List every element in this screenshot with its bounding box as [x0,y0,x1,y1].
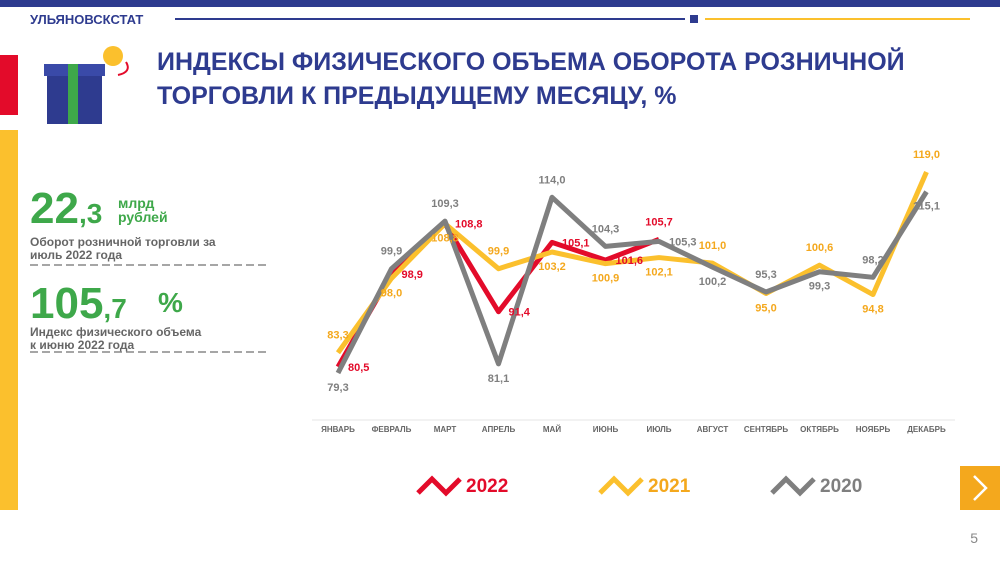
header-square [690,15,698,23]
data-label: 91,4 [509,307,531,319]
x-tick-label: ИЮНЬ [593,425,619,434]
data-label: 80,5 [348,362,369,374]
stat-caption: июль 2022 года [30,248,122,262]
data-label: 114,0 [539,174,566,186]
x-tick-label: МАРТ [434,425,457,434]
x-tick-label: ФЕВРАЛЬ [372,425,412,434]
data-label: 81,1 [488,373,509,385]
stat-unit: млрд [118,195,154,211]
x-tick-label: СЕНТЯБРЬ [744,425,789,434]
x-tick-label: АПРЕЛЬ [482,425,516,434]
x-tick-label: НОЯБРЬ [856,425,891,434]
top-bar [0,0,1000,7]
series-line [335,170,929,355]
data-label: 99,9 [488,246,509,258]
data-label: 98,9 [402,269,423,281]
data-label: 94,8 [862,304,883,316]
stat-caption: Индекс физического объема [30,325,202,339]
data-label: 104,3 [592,223,620,235]
data-label: 101,0 [699,240,727,252]
x-tick-label: МАЙ [543,425,561,434]
stat-caption: Оборот розничной торговли за [30,235,216,249]
legend-label: 2021 [648,476,691,497]
data-label: 100,2 [699,276,727,288]
yellow-accent [0,130,18,510]
x-tick-label: ДЕКАБРЬ [907,425,946,434]
legend-swatch [416,475,462,497]
data-label: 100,6 [806,242,834,254]
data-label: 108,8 [431,233,459,245]
data-label: 99,9 [381,246,402,258]
data-label: 103,2 [538,261,566,273]
data-label: 119,0 [913,149,940,161]
data-label: 115,1 [913,201,940,213]
legend-label: 2020 [820,476,862,497]
data-label: 95,0 [755,303,776,315]
legend-swatch [598,475,644,497]
stat-main: 105 [30,279,103,328]
stat-value: 105,7 [30,279,127,328]
data-label: 83,3 [327,330,348,342]
stat-unit: % [158,287,183,318]
data-label: 98,2 [862,254,883,266]
gift-icon [44,46,129,124]
org-name: УЛЬЯНОВСКСТАТ [30,12,143,27]
data-label: 101,6 [616,255,644,267]
stat-main: 22 [30,184,79,233]
stat-caption: к июню 2022 года [30,338,134,352]
x-tick-label: ЯНВАРЬ [321,425,355,434]
plot: ЯНВАРЬ ФЕВРАЛЬ МАРТ АПРЕЛЬ МАЙ ИЮНЬ ИЮЛЬ АВГУСТ… [321,149,946,434]
stat-value: 22,3 [30,184,102,233]
page-number: 5 [970,530,978,546]
title-line: ТОРГОВЛИ К ПРЕДЫДУЩЕМУ МЕСЯЦУ, % [157,82,677,110]
data-label: 99,3 [809,281,830,293]
stat-frac: ,3 [79,198,102,229]
series-line [335,190,929,375]
red-accent [0,55,18,115]
data-label: 105,7 [645,216,673,228]
stat-unit: рублей [118,209,168,225]
data-label: 98,0 [381,287,402,299]
data-label: 102,1 [645,267,673,279]
data-label: 105,3 [669,236,697,248]
stat-frac: ,7 [103,293,126,324]
next-button[interactable] [960,466,1000,510]
x-tick-label: ОКТЯБРЬ [800,425,839,434]
data-label: 79,3 [327,382,348,394]
data-label: 109,3 [431,198,459,210]
x-tick-label: АВГУСТ [697,425,729,434]
data-label: 105,1 [562,237,590,249]
title-line: ИНДЕКСЫ ФИЗИЧЕСКОГО ОБЪЕМА ОБОРОТА РОЗНИ… [157,46,905,76]
x-tick-label: ИЮЛЬ [646,425,671,434]
data-label: 100,9 [592,273,620,285]
legend-label: 2022 [466,476,508,497]
data-label: 95,3 [755,269,776,281]
data-label: 108,8 [455,219,483,231]
legend-swatch [770,475,816,497]
